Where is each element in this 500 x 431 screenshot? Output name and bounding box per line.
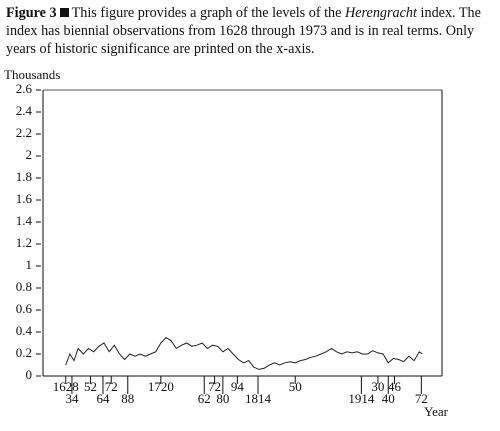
x-tick-label: 94 xyxy=(231,379,245,394)
y-tick-label: 0.8 xyxy=(16,279,32,294)
x-tick-label: 46 xyxy=(388,379,402,394)
bullet xyxy=(59,8,69,17)
y-tick-label: 0.2 xyxy=(16,345,32,360)
data-line xyxy=(65,336,423,370)
figure-label: Figure 3 xyxy=(6,5,57,21)
y-tick-label: 1 xyxy=(26,257,33,272)
x-axis-label: Year xyxy=(424,404,449,419)
x-tick-label: 80 xyxy=(216,391,229,406)
y-tick-label: 1.6 xyxy=(16,191,33,206)
x-tick-label: 34 xyxy=(65,391,79,406)
x-tick-label: 62 xyxy=(198,391,211,406)
y-tick-label: 1.4 xyxy=(16,213,33,228)
x-tick-label: 40 xyxy=(382,391,395,406)
x-tick-label: 72 xyxy=(105,379,118,394)
y-tick-label: 0.4 xyxy=(16,323,33,338)
y-axis-label: Thousands xyxy=(4,67,60,82)
y-tick-label: 1.8 xyxy=(16,169,32,184)
x-tick-label: 72 xyxy=(415,391,428,406)
x-tick-label: 1914 xyxy=(348,391,375,406)
x-tick-label: 30 xyxy=(371,379,384,394)
y-tick-label: 2.2 xyxy=(16,125,32,140)
x-tick-label: 72 xyxy=(208,379,221,394)
x-tick-label: 50 xyxy=(289,379,302,394)
y-tick-label: 2.4 xyxy=(16,103,33,118)
caption: Figure 3 This figure provides a graph of … xyxy=(6,4,494,58)
x-tick-label: 52 xyxy=(84,379,97,394)
y-tick-label: 1.2 xyxy=(16,235,32,250)
x-tick-label: 1720 xyxy=(148,379,174,394)
y-tick-label: 0 xyxy=(26,367,33,382)
caption-text-end: index. The index has biennial observatio… xyxy=(6,5,481,57)
y-tick-label: 0.6 xyxy=(16,301,33,316)
y-tick-label: 2.6 xyxy=(16,81,33,96)
caption-text: This figure provides a graph of the leve… xyxy=(71,5,345,21)
x-tick-label: 88 xyxy=(121,391,134,406)
x-tick-label: 64 xyxy=(96,391,110,406)
y-tick-label: 2 xyxy=(26,147,33,162)
caption-emphasis: Herengracht xyxy=(345,5,417,21)
x-tick-label: 1814 xyxy=(245,391,272,406)
